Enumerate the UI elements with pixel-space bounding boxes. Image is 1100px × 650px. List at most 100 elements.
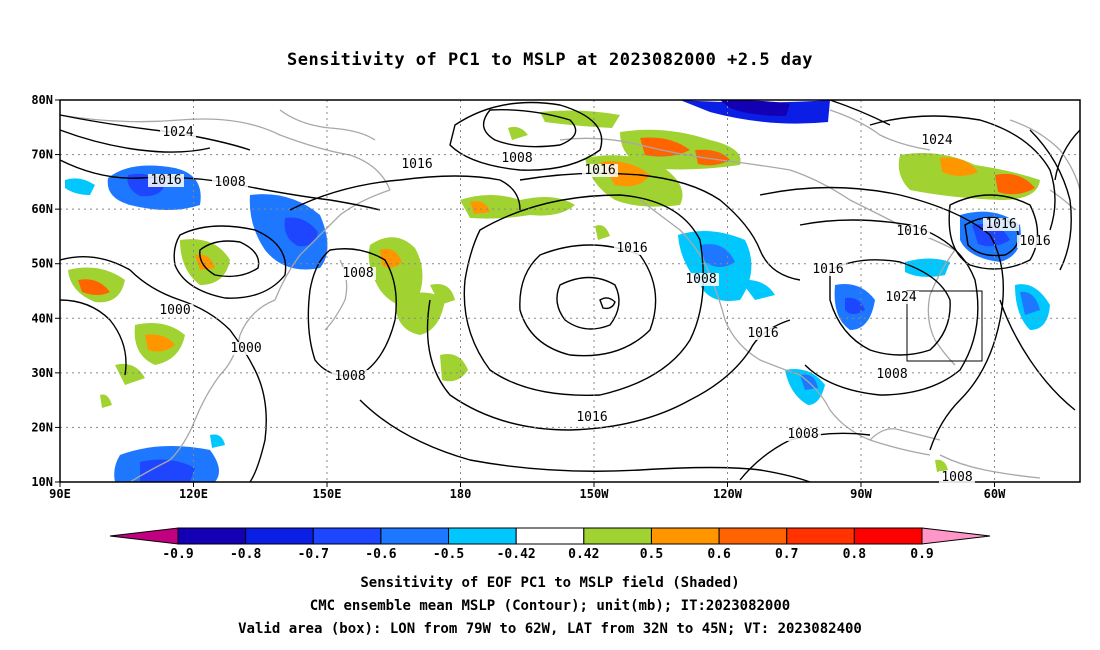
shade-blob bbox=[1020, 291, 1040, 315]
lon-label: 60W bbox=[984, 487, 1006, 501]
contour-label-bg bbox=[983, 218, 1019, 231]
lon-label: 150E bbox=[313, 487, 342, 501]
contour-label-bg bbox=[1017, 235, 1053, 248]
coastline bbox=[1049, 189, 1076, 211]
colorbar-min-triangle bbox=[109, 527, 179, 545]
isobar bbox=[59, 129, 211, 153]
shade-blob bbox=[140, 459, 195, 482]
colorbar-label: 0.8 bbox=[843, 547, 867, 562]
colorbar-box bbox=[515, 527, 585, 545]
contour-label: 1008 bbox=[685, 272, 716, 287]
longitude-labels: 90E 120E 150E 180 150W 120W 90W 60W bbox=[49, 482, 1006, 501]
colorbar-label: 0.9 bbox=[910, 547, 933, 562]
caption-contour: CMC ensemble mean MSLP (Contour); unit(m… bbox=[309, 598, 791, 614]
contour-label-bg bbox=[212, 176, 248, 189]
shade-blob bbox=[78, 279, 110, 295]
colorbar-box bbox=[177, 527, 247, 545]
sensitivity-shading bbox=[65, 100, 1050, 482]
isobar bbox=[482, 109, 577, 148]
contour-label-bg bbox=[148, 174, 184, 187]
shade-blob bbox=[640, 137, 690, 157]
contour-label-bg bbox=[785, 428, 821, 441]
shade-blob bbox=[940, 157, 978, 176]
coastline bbox=[829, 109, 931, 151]
colorbar-labels: -0.9 -0.8 -0.7 -0.6 -0.5 -0.42 0.42 0.5 0.6 0.7 0.… bbox=[162, 547, 933, 562]
contour-label: 1008 bbox=[342, 266, 373, 281]
contour-label-bg bbox=[499, 152, 535, 165]
contour-label: 1016 bbox=[616, 241, 647, 256]
coastline bbox=[59, 114, 391, 191]
lon-label: 120E bbox=[179, 487, 208, 501]
lat-label: 40N bbox=[31, 311, 53, 325]
coastline bbox=[129, 459, 171, 483]
shade-blob bbox=[508, 126, 528, 140]
shade-blob bbox=[395, 292, 445, 335]
shade-blob bbox=[440, 354, 468, 382]
colorbar-label: 0.42 bbox=[568, 547, 599, 562]
isobar bbox=[599, 297, 616, 310]
coastline bbox=[559, 137, 791, 171]
colorbar-label: -0.6 bbox=[365, 547, 396, 562]
contour-label: 1016 bbox=[576, 410, 607, 425]
contour-label: 1016 bbox=[1019, 234, 1050, 249]
contour-label: 1016 bbox=[812, 262, 843, 277]
shade-blob bbox=[995, 173, 1035, 195]
coastline bbox=[939, 454, 1041, 479]
colorbar-box bbox=[583, 527, 652, 545]
coastline bbox=[789, 169, 956, 251]
shade-blob bbox=[740, 279, 775, 300]
contour-label: 1008 bbox=[334, 369, 365, 384]
coastline bbox=[869, 428, 941, 441]
lon-label: 120W bbox=[713, 487, 743, 501]
isobar bbox=[59, 299, 127, 376]
contour-label: 1008 bbox=[941, 470, 972, 485]
shade-blob bbox=[595, 225, 610, 240]
isobar bbox=[799, 219, 979, 396]
isobar bbox=[556, 276, 620, 330]
isobar bbox=[829, 99, 891, 126]
contour-label: 1024 bbox=[885, 290, 916, 305]
lon-label: 90E bbox=[49, 487, 71, 501]
caption-shading: Sensitivity of EOF PC1 to MSLP field (Sh… bbox=[360, 575, 740, 591]
colorbar bbox=[109, 527, 991, 545]
colorbar-label: -0.5 bbox=[433, 547, 464, 562]
colorbar-box bbox=[312, 527, 382, 545]
shade-blob bbox=[905, 258, 950, 277]
shade-blob bbox=[720, 100, 790, 116]
contour-label: 1016 bbox=[584, 163, 615, 178]
lon-label: 180 bbox=[450, 487, 472, 501]
contour-label: 1016 bbox=[401, 157, 432, 172]
contour-label-bg bbox=[883, 291, 919, 304]
coastline bbox=[279, 109, 376, 141]
colorbar-label: 0.6 bbox=[707, 547, 731, 562]
colorbar-label: -0.9 bbox=[162, 547, 193, 562]
colorbar-label: -0.42 bbox=[497, 547, 536, 562]
isobar bbox=[999, 299, 1076, 411]
shade-blob bbox=[380, 248, 402, 268]
coastline bbox=[639, 199, 726, 321]
contour-label: 1000 bbox=[159, 303, 190, 318]
shade-blob bbox=[65, 178, 95, 195]
contour-label: 1016 bbox=[896, 224, 927, 239]
contour-label-bg bbox=[340, 267, 376, 280]
contour-label-bg bbox=[919, 134, 955, 147]
coastline bbox=[1009, 119, 1081, 191]
contour-label-bg bbox=[874, 368, 910, 381]
caption-valid-area: Valid area (box): LON from 79W to 62W, L… bbox=[238, 621, 862, 637]
contour-label-bg bbox=[939, 471, 975, 484]
lat-label: 10N bbox=[31, 475, 53, 489]
lat-label: 60N bbox=[31, 202, 53, 216]
lat-label: 80N bbox=[31, 93, 53, 107]
lat-label: 70N bbox=[31, 148, 53, 162]
coastline bbox=[169, 299, 276, 461]
isobar bbox=[59, 255, 256, 371]
coastline bbox=[274, 189, 391, 301]
colorbar-label: 0.5 bbox=[640, 547, 663, 562]
contour-label: 1008 bbox=[501, 151, 532, 166]
contour-label: 1024 bbox=[162, 125, 193, 140]
lat-label: 30N bbox=[31, 366, 53, 380]
shade-blob bbox=[845, 297, 865, 314]
colorbar-box bbox=[650, 527, 720, 545]
lon-label: 150W bbox=[580, 487, 610, 501]
